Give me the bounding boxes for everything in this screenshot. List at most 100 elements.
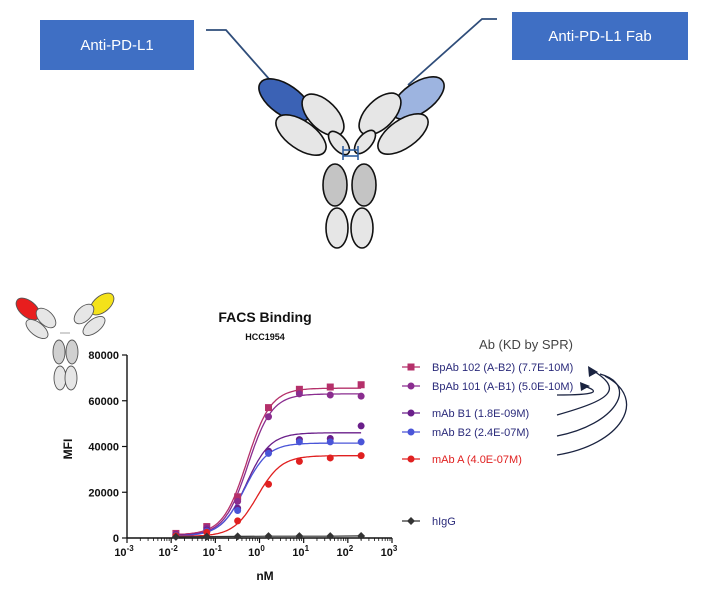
fc-ch2-right-icon	[351, 163, 377, 207]
legend-label: mAb B1 (1.8E-09M)	[432, 408, 529, 420]
arrowhead-icon	[588, 366, 598, 377]
legend-label: mAb B2 (2.4E-07M)	[432, 427, 529, 439]
heavy-constant-left-icon	[275, 113, 327, 157]
data-point	[357, 381, 365, 389]
small-heavy-right-icon	[82, 316, 106, 336]
x-tick-label: 102	[336, 544, 353, 559]
legend-item: mAb A (4.0E-07M)	[402, 454, 522, 466]
data-point	[357, 438, 365, 446]
legend-marker	[407, 409, 415, 417]
callout-lines	[206, 18, 497, 86]
legend-label: BpAb 101 (A-B1) (5.0E-10M)	[432, 381, 573, 393]
data-points	[171, 381, 366, 541]
y-axis: 0 20000 40000 60000 80000	[88, 350, 128, 545]
antibody-diagram	[258, 76, 445, 249]
legend-label: mAb A (4.0E-07M)	[432, 454, 522, 466]
data-point	[357, 452, 365, 460]
light-constant-left-icon	[327, 130, 351, 156]
data-point	[234, 507, 242, 515]
light-variable-right-icon	[358, 92, 402, 136]
data-point	[295, 457, 303, 465]
y-tick-label: 20000	[88, 487, 119, 499]
fc-ch3-right-icon	[350, 207, 374, 249]
data-point	[265, 480, 273, 488]
x-tick-label: 100	[248, 544, 265, 559]
data-point	[295, 532, 304, 541]
small-antibody-diagram	[15, 292, 115, 391]
legend: Ab (KD by SPR) BpAb 102 (A-B2) (7.7E-10M…	[402, 337, 573, 528]
data-point	[357, 422, 365, 430]
chart-subtitle: HCC1954	[245, 332, 285, 342]
callout-line-right	[407, 18, 497, 86]
data-point	[357, 392, 365, 400]
data-point	[357, 531, 366, 540]
data-point	[234, 493, 242, 501]
facs-chart: FACS Binding HCC1954 MFI nM 0 20000 40000 6…	[61, 309, 398, 583]
data-point	[326, 532, 335, 541]
x-tick-label: 10-2	[158, 544, 178, 559]
x-axis: 10-3 10-2 10-1 100 101 102 103	[114, 537, 398, 559]
fc-ch3-left-icon	[325, 207, 349, 249]
kd-ranking-arrows	[556, 366, 628, 456]
data-point	[203, 528, 211, 536]
y-tick-label: 0	[113, 533, 119, 545]
arrow-path-3	[556, 375, 628, 456]
data-point	[326, 438, 334, 446]
legend-label: BpAb 102 (A-B2) (7.7E-10M)	[432, 362, 573, 374]
anti-pd-l1-label: Anti-PD-L1	[40, 20, 194, 70]
legend-item: mAb B1 (1.8E-09M)	[402, 408, 529, 420]
data-point	[233, 532, 242, 541]
anti-pd-l1-fab-label: Anti-PD-L1 Fab	[512, 12, 688, 60]
arrowhead-icon	[580, 382, 590, 391]
legend-marker	[407, 455, 415, 463]
y-tick-label: 80000	[88, 350, 119, 362]
small-fc-ch3-left-icon	[53, 365, 67, 391]
legend-item: BpAb 101 (A-B1) (5.0E-10M)	[402, 381, 573, 393]
data-point	[326, 383, 334, 391]
data-point	[265, 404, 273, 412]
data-point	[295, 390, 303, 398]
heavy-constant-right-icon	[377, 112, 429, 156]
legend-label: hIgG	[432, 516, 456, 528]
small-heavy-left-icon	[25, 319, 49, 339]
data-point	[265, 413, 273, 421]
x-axis-label: nM	[256, 569, 273, 583]
y-tick-label: 40000	[88, 442, 119, 454]
legend-marker	[407, 428, 415, 436]
y-tick-label: 60000	[88, 396, 119, 408]
legend-marker	[407, 382, 415, 390]
data-point	[234, 517, 242, 525]
x-tick-label: 101	[292, 544, 309, 559]
arrow-path-4	[556, 385, 595, 396]
small-light-right-icon	[73, 303, 95, 325]
light-constant-right-icon	[353, 129, 377, 155]
fc-ch2-left-icon	[322, 163, 348, 207]
data-point	[171, 532, 180, 541]
x-tick-label: 10-3	[114, 544, 134, 559]
light-variable-left-icon	[301, 93, 345, 137]
legend-title: Ab (KD by SPR)	[479, 337, 573, 352]
data-point	[326, 391, 334, 399]
legend-item: mAb B2 (2.4E-07M)	[402, 427, 529, 439]
x-tick-label: 10-1	[203, 544, 223, 559]
data-point	[265, 449, 273, 457]
arrow-path-1	[556, 369, 611, 416]
data-point	[234, 497, 242, 505]
callout-line-left	[206, 29, 271, 81]
small-light-left-icon	[35, 307, 57, 329]
data-point	[295, 438, 303, 446]
data-point	[202, 532, 211, 541]
y-axis-label: MFI	[61, 439, 75, 460]
small-fc-ch2-right-icon	[65, 339, 79, 365]
small-fc-ch2-left-icon	[52, 339, 66, 365]
chart-title: FACS Binding	[218, 309, 311, 325]
legend-item: BpAb 102 (A-B2) (7.7E-10M)	[402, 362, 573, 374]
legend-item: hIgG	[402, 516, 456, 528]
x-tick-label: 103	[381, 544, 398, 559]
legend-marker	[407, 517, 415, 525]
data-point	[264, 532, 273, 541]
hinge-icon	[342, 146, 359, 160]
small-fc-ch3-right-icon	[64, 365, 78, 391]
data-point	[326, 454, 334, 462]
